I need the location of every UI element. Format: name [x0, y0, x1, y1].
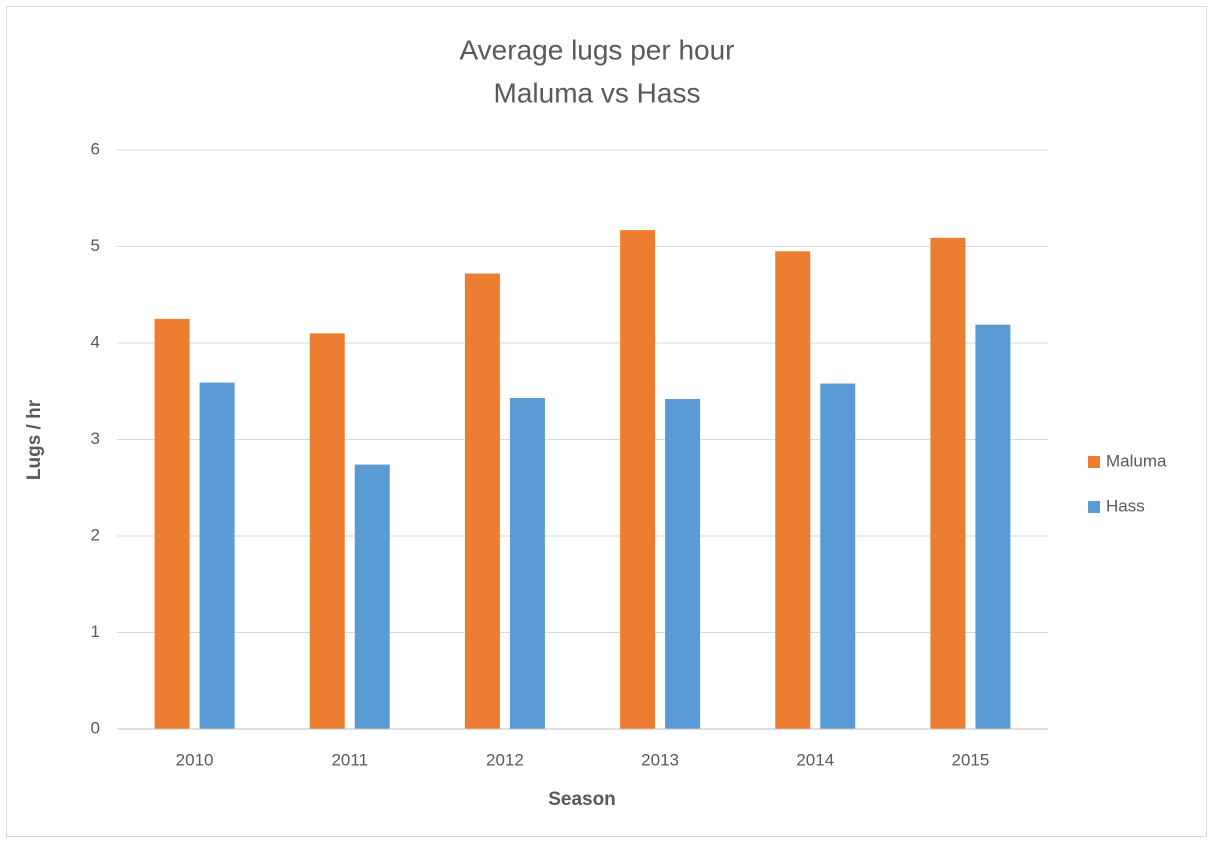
bar: [199, 382, 235, 729]
bar: [620, 230, 656, 729]
y-tick-label: 6: [91, 139, 100, 158]
bar: [154, 318, 190, 729]
y-tick-label: 1: [91, 622, 100, 641]
bar: [775, 251, 811, 729]
bar: [354, 464, 390, 729]
bar: [464, 273, 500, 729]
legend-swatch: [1088, 501, 1100, 513]
bar: [930, 237, 966, 729]
bar: [820, 383, 856, 729]
x-tick-label: 2010: [176, 750, 214, 769]
bar: [509, 398, 545, 729]
chart-title: Maluma vs Hass: [494, 77, 701, 108]
x-tick-label: 2013: [641, 750, 679, 769]
legend-label: Maluma: [1106, 451, 1167, 470]
bar: [309, 333, 345, 729]
x-tick-label: 2011: [331, 750, 368, 769]
x-tick-label: 2014: [796, 750, 834, 769]
y-tick-label: 2: [91, 525, 100, 544]
bar: [975, 324, 1011, 729]
legend-swatch: [1088, 456, 1100, 468]
x-tick-label: 2015: [952, 750, 990, 769]
y-tick-label: 5: [91, 236, 100, 255]
y-axis-label: Lugs / hr: [24, 399, 45, 480]
x-tick-label: 2012: [486, 750, 524, 769]
y-tick-label: 3: [91, 429, 100, 448]
x-axis-label: Season: [548, 789, 616, 810]
y-tick-label: 4: [91, 332, 100, 351]
y-tick-label: 0: [91, 718, 100, 737]
bar: [665, 398, 701, 729]
legend-label: Hass: [1106, 496, 1145, 515]
chart-title: Average lugs per hour: [460, 34, 735, 65]
